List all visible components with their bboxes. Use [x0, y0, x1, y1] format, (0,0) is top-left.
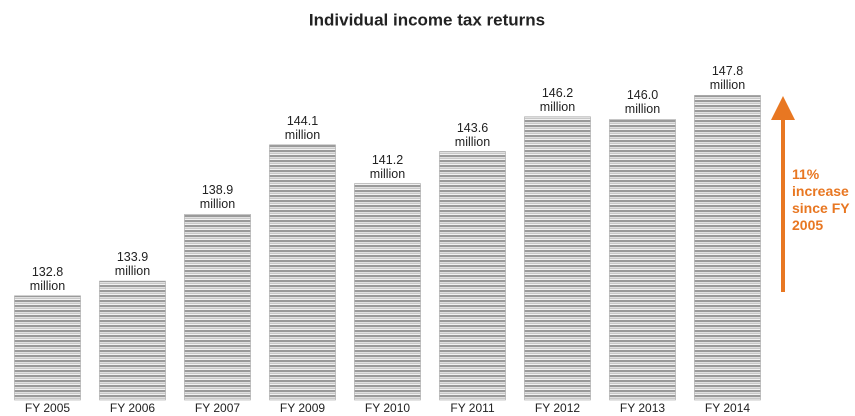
annotation: 11% increase since FY 2005: [792, 166, 850, 233]
bar: [99, 280, 166, 401]
bar: [184, 213, 251, 401]
x-tick-label: FY 2011: [450, 401, 495, 415]
value-label: 141.2 million: [369, 152, 406, 181]
x-tick-label: FY 2014: [705, 401, 750, 415]
x-tick-label: FY 2009: [280, 401, 325, 415]
bar: [609, 119, 676, 401]
value-label: 144.1 million: [284, 113, 321, 142]
x-tick-label: FY 2006: [110, 401, 155, 415]
value-label: 132.8 million: [29, 264, 66, 293]
x-tick-label: FY 2012: [535, 401, 580, 415]
value-label: 146.2 million: [539, 85, 576, 114]
x-tick-label: FY 2005: [25, 401, 70, 415]
x-tick-label: FY 2010: [365, 401, 410, 415]
bar: [269, 144, 336, 401]
bar: [354, 183, 421, 401]
x-tick-label: FY 2013: [620, 401, 665, 415]
bar: [14, 295, 81, 401]
chart-title: Individual income tax returns: [309, 10, 545, 29]
bar: [439, 151, 506, 401]
x-tick-label: FY 2007: [195, 401, 240, 415]
bar: [524, 116, 591, 401]
value-label: 143.6 million: [454, 120, 491, 149]
value-label: 133.9 million: [114, 250, 151, 279]
value-label: 146.0 million: [624, 88, 661, 117]
bar: [694, 95, 761, 401]
value-label: 147.8 million: [709, 64, 746, 93]
value-label: 138.9 million: [199, 183, 236, 212]
